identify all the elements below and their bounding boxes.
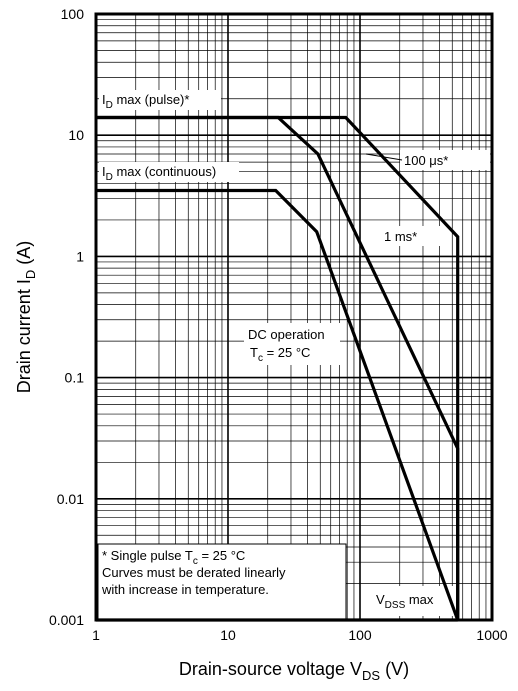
y-axis-title: Drain current ID (A)	[14, 241, 38, 393]
x-tick-label: 100	[348, 627, 372, 643]
y-tick-label: 10	[68, 127, 84, 143]
y-tick-label: 0.1	[65, 370, 85, 386]
dc-t-sub: c	[258, 353, 263, 364]
series-line-3	[96, 188, 460, 621]
note-line-1: * Single pulse Tc = 25 °C	[102, 548, 245, 567]
y-tick-labels: 0.001 0.01 0.1 1 10 100	[49, 6, 84, 628]
x-axis-title: Drain-source voltage VDS (V)	[179, 659, 409, 683]
minor-grid	[96, 14, 492, 620]
id-pulse-prefix: I	[102, 92, 106, 107]
note-box	[97, 543, 347, 621]
dc-t-rest: = 25 °C	[263, 345, 310, 360]
id-cont-sub: D	[106, 172, 113, 183]
vdss-prefix: V	[376, 592, 385, 607]
id-pulse-sub: D	[106, 100, 113, 111]
note1-sub: c	[193, 556, 198, 567]
100us-label-bg	[400, 150, 490, 170]
100us-leader-line	[365, 153, 403, 161]
id-max-continuous-label: ID max (continuous)	[102, 164, 216, 183]
1ms-label-bg	[382, 226, 440, 246]
x-axis-title-main: Drain-source voltage V	[179, 659, 362, 679]
major-grid	[96, 14, 492, 620]
series-line-2	[96, 115, 460, 620]
y-tick-label: 100	[61, 6, 85, 22]
note-line-3: with increase in temperature.	[101, 582, 269, 597]
x-tick-label: 1000	[476, 627, 507, 643]
plot-frame	[94, 12, 494, 622]
dc-temperature-label: Tc = 25 °C	[250, 345, 310, 364]
note1-prefix: * Single pulse T	[102, 548, 193, 563]
vdss-sub: DSS	[385, 600, 406, 611]
dc-operation-label: DC operation	[248, 327, 325, 342]
y-tick-label: 1	[76, 248, 84, 264]
dc-label-bg	[244, 323, 340, 365]
dc-t-prefix: T	[250, 345, 258, 360]
note1-rest: = 25 °C	[198, 548, 245, 563]
y-axis-title-sub: D	[23, 270, 38, 279]
vdss-rest: max	[405, 592, 434, 607]
id-continuous-label-bg	[99, 162, 239, 182]
y-axis-title-unit: (A)	[14, 241, 34, 270]
id-cont-rest: max (continuous)	[113, 164, 216, 179]
x-tick-label: 10	[220, 627, 236, 643]
x-axis-title-sub: DS	[362, 668, 380, 683]
id-cont-prefix: I	[102, 164, 106, 179]
id-pulse-label-bg	[99, 90, 221, 110]
id-max-pulse-label: ID max (pulse)*	[102, 92, 189, 111]
vdss-max-label: VDSS max	[376, 592, 434, 611]
id-pulse-rest: max (pulse)*	[113, 92, 190, 107]
x-tick-labels: 1 10 100 1000	[92, 627, 508, 643]
y-axis-title-main: Drain current I	[14, 279, 34, 393]
y-tick-label: 0.01	[57, 491, 84, 507]
100us-label: 100 μs*	[404, 153, 448, 168]
x-tick-label: 1	[92, 627, 100, 643]
1ms-label: 1 ms*	[384, 229, 417, 244]
x-axis-title-unit: (V)	[380, 659, 409, 679]
note-line-2: Curves must be derated linearly	[102, 565, 286, 580]
y-tick-label: 0.001	[49, 612, 84, 628]
